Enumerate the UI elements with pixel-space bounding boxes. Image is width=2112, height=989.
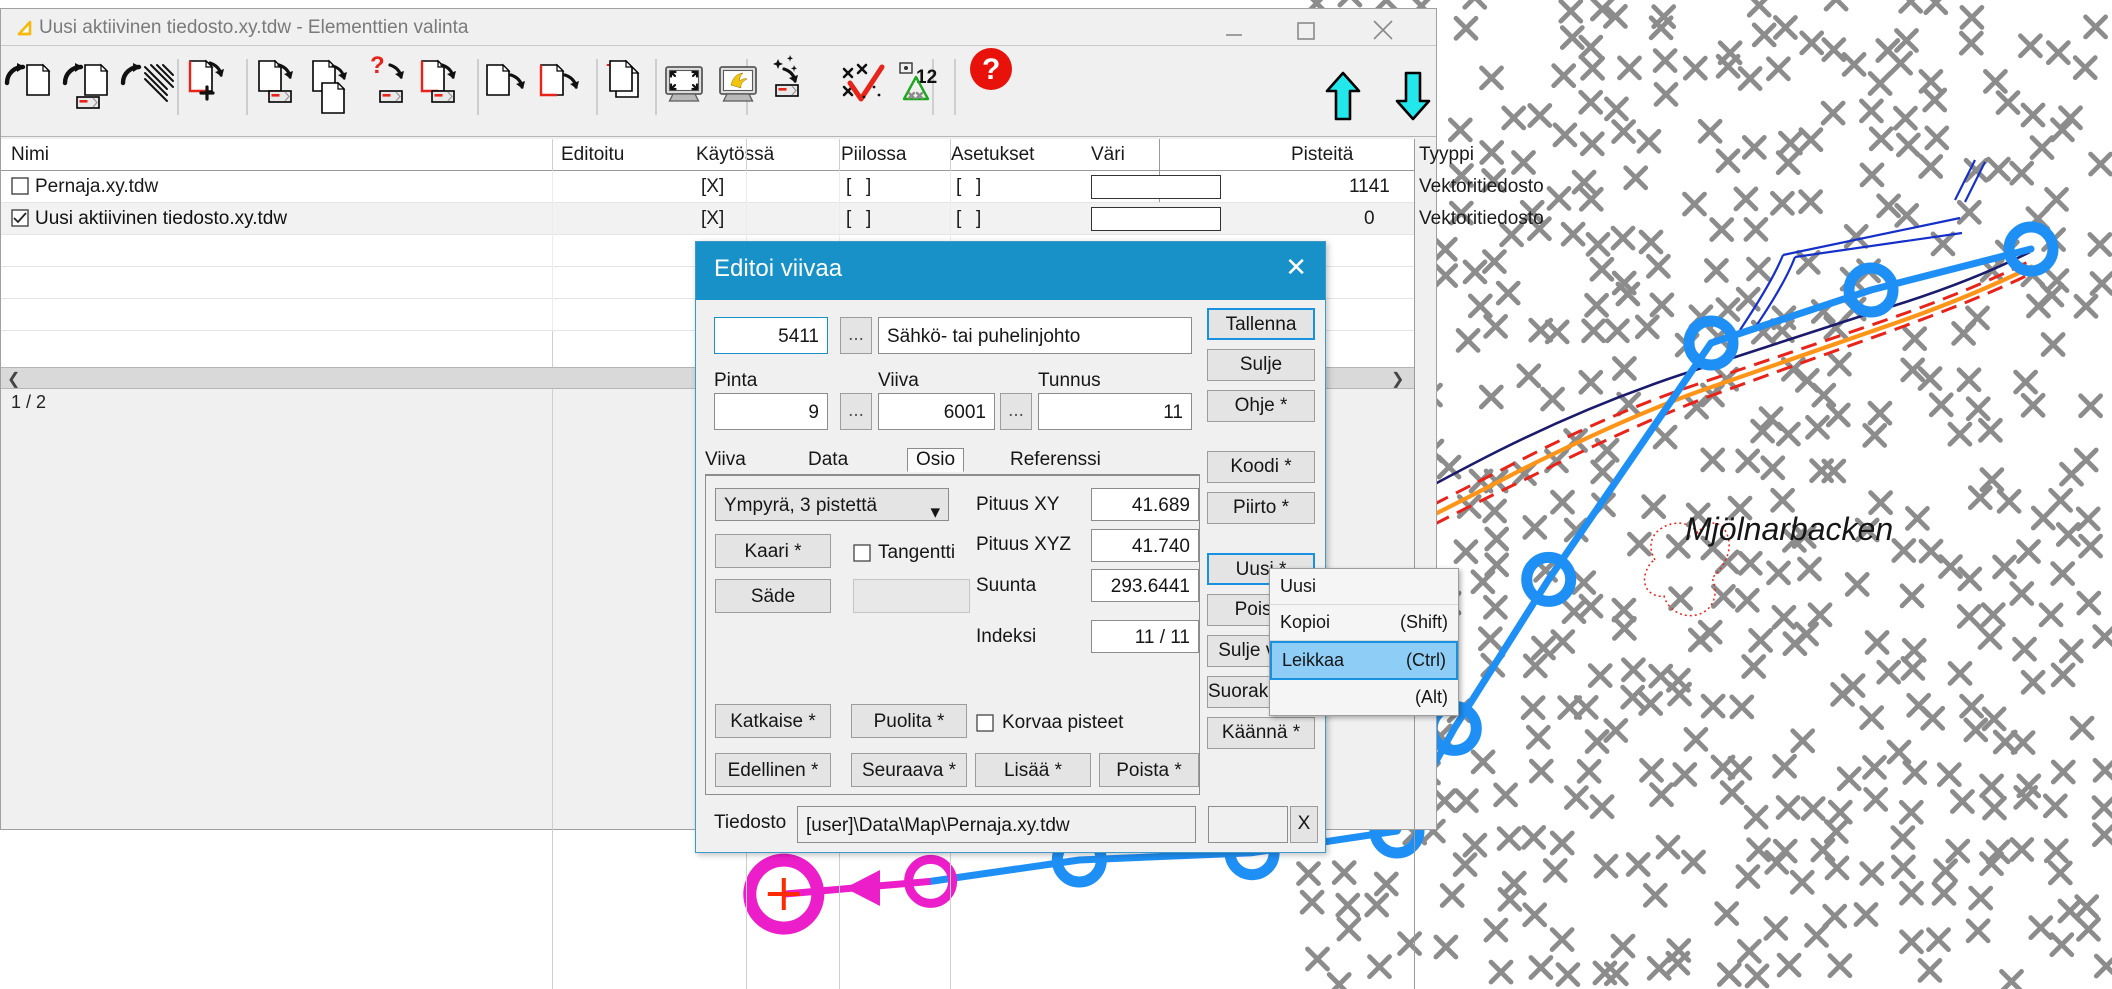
svg-text:Mjölnarbacken: Mjölnarbacken	[1685, 511, 1893, 547]
svg-text:?: ?	[370, 52, 385, 79]
svg-text:?: ?	[982, 53, 1000, 86]
